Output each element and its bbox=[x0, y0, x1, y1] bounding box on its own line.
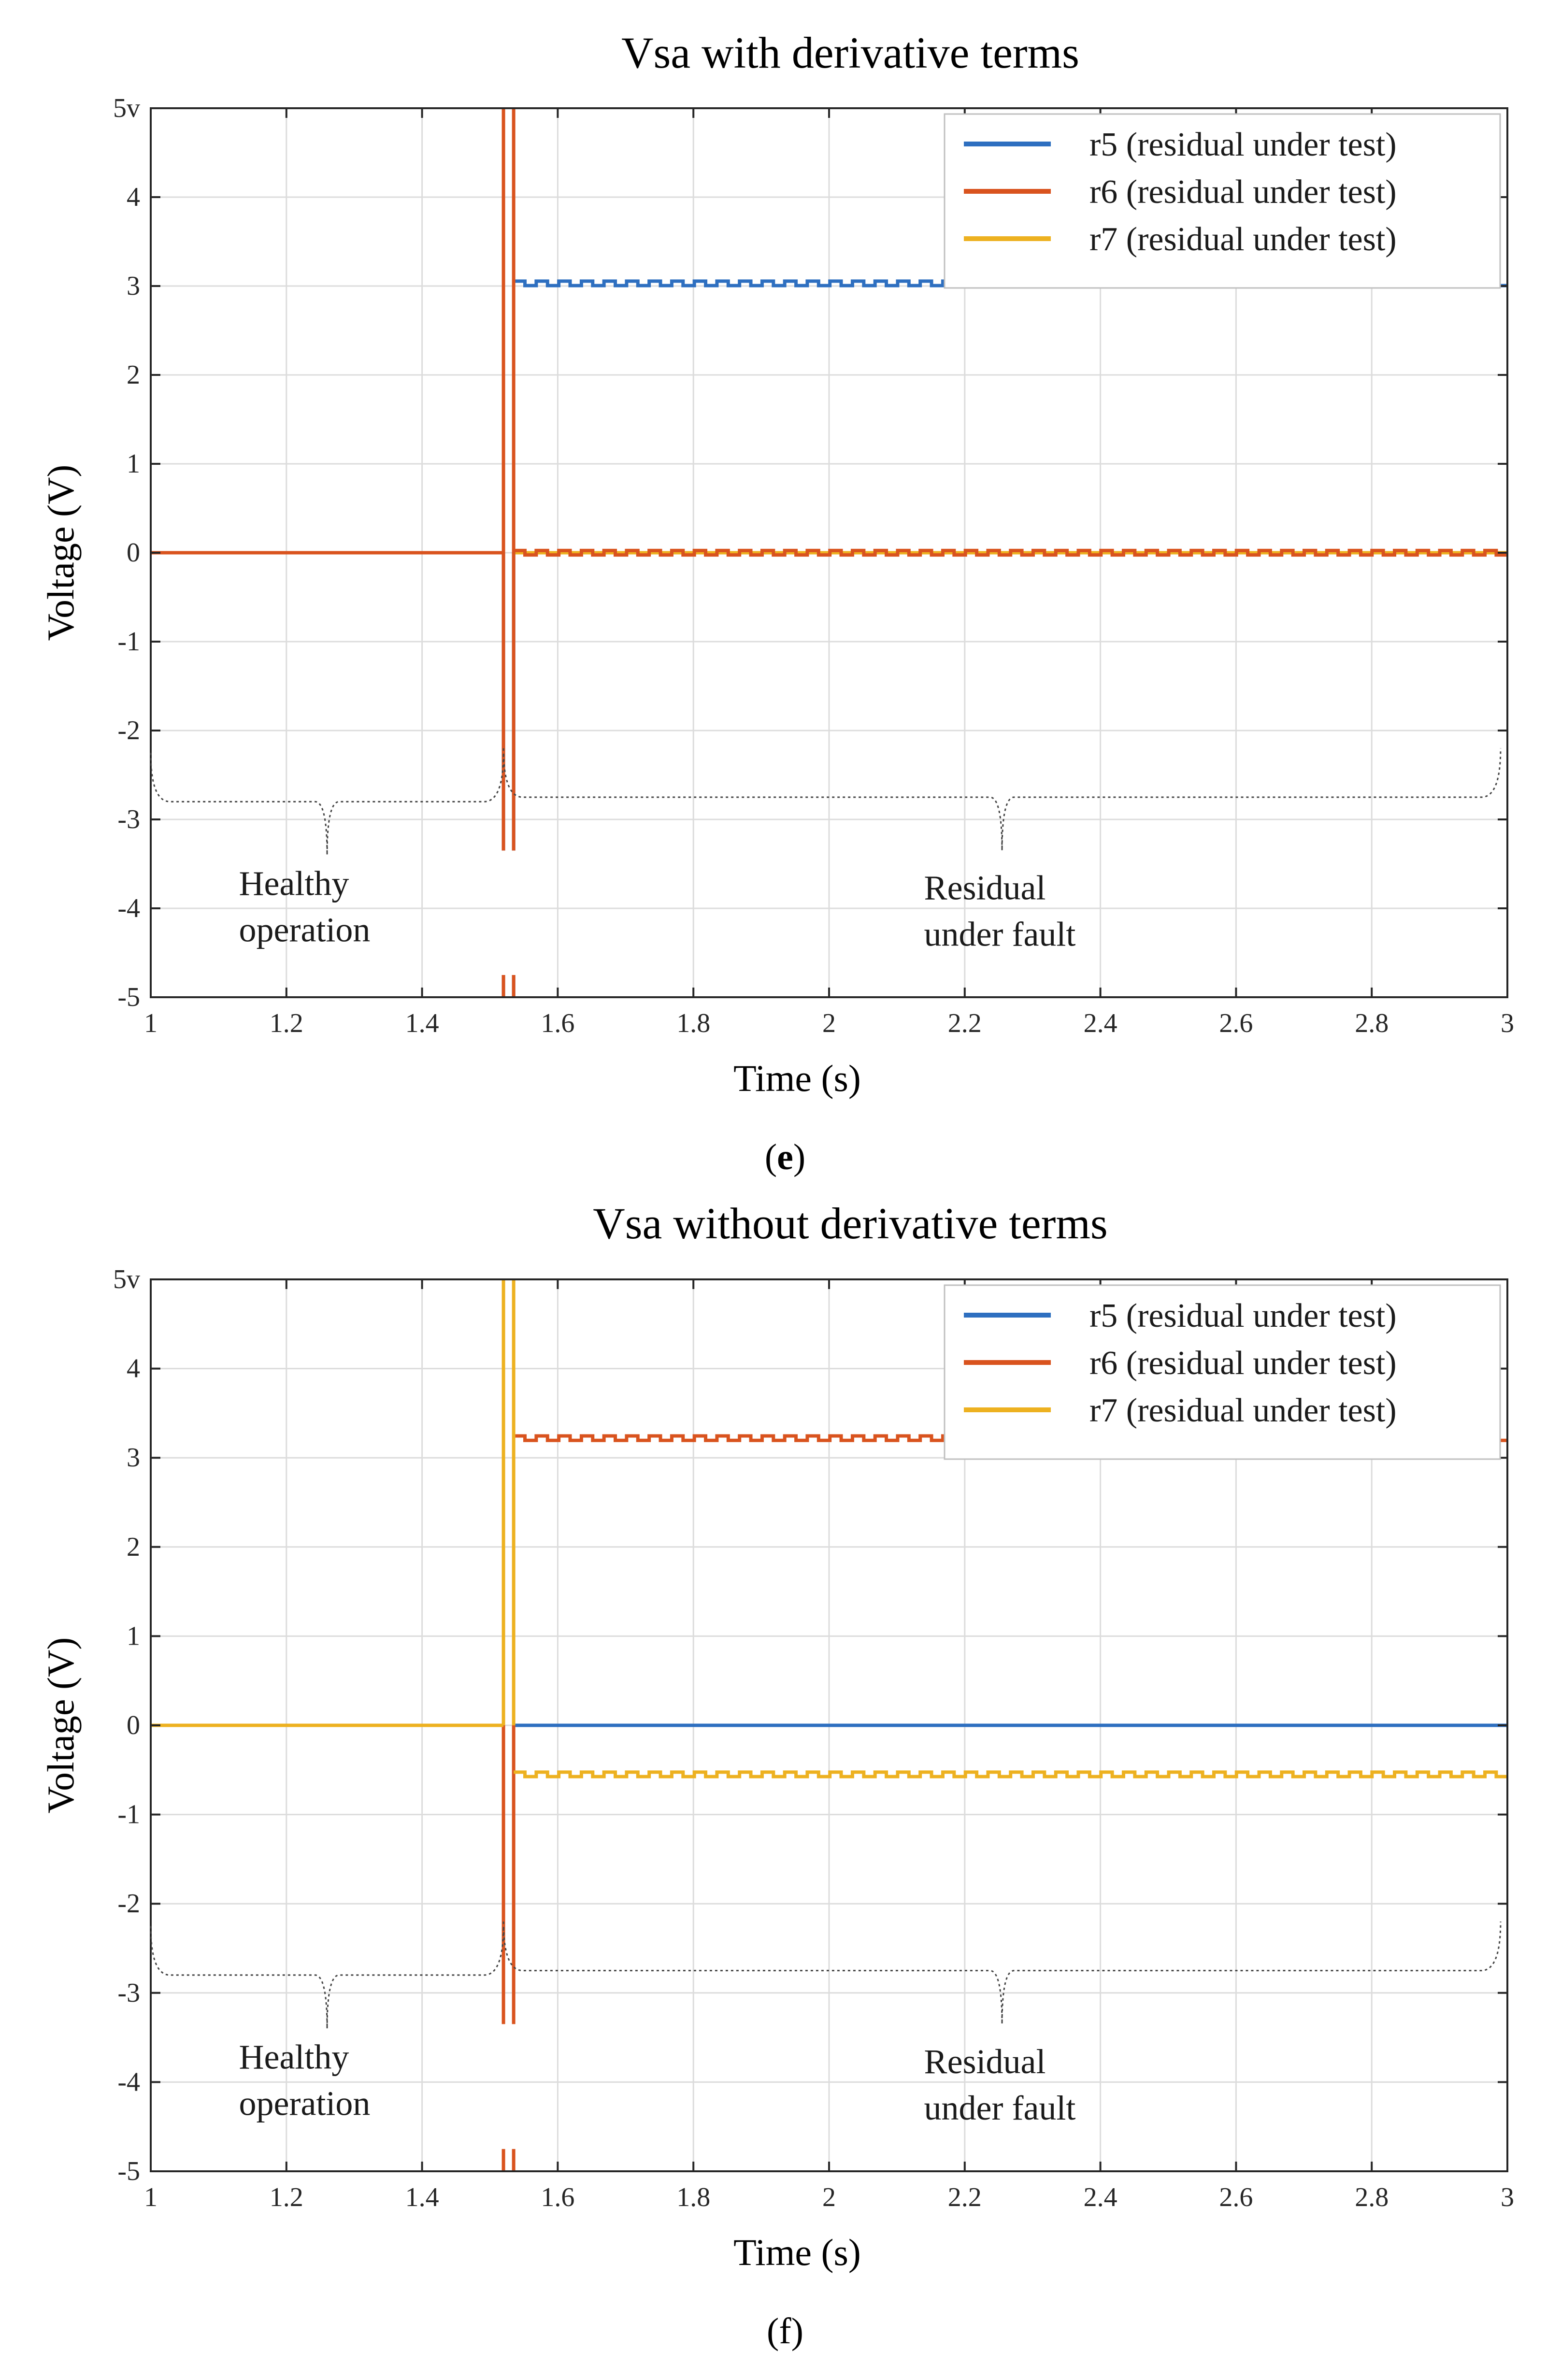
y-tick-label: 0 bbox=[127, 538, 140, 568]
x-tick-label: 2.8 bbox=[1355, 1008, 1389, 1038]
y-tick-label: -5 bbox=[117, 2156, 140, 2186]
legend-label-r6: r6 (residual under test) bbox=[1089, 1345, 1397, 1382]
panel-f: Vsa without derivative terms 1 1.2 1.4 1.6 1… bbox=[40, 1199, 1514, 2351]
panel-label: (f) bbox=[767, 2311, 803, 2351]
annotation-line: operation bbox=[239, 910, 371, 949]
x-tick-label: 2.8 bbox=[1355, 2182, 1389, 2212]
x-tick-label: 1.6 bbox=[541, 2182, 574, 2212]
legend-label-r5: r5 (residual under test) bbox=[1089, 126, 1397, 163]
y-tick-label: 3 bbox=[127, 1443, 140, 1473]
chart-title: Vsa without derivative terms bbox=[593, 1199, 1107, 1248]
legend-label-r6: r6 (residual under test) bbox=[1089, 173, 1397, 211]
x-axis-ticks: 1 1.2 1.4 1.6 1.8 2 2.2 2.4 2.6 2.8 3 bbox=[144, 108, 1514, 1038]
annotation-line: Healthy bbox=[239, 2038, 349, 2077]
r7-post-fault-line bbox=[514, 1770, 1507, 1778]
y-tick-label: -1 bbox=[117, 627, 140, 657]
legend-label-r5: r5 (residual under test) bbox=[1089, 1297, 1397, 1334]
x-tick-label: 2 bbox=[822, 2182, 836, 2212]
panel-label: (e) bbox=[765, 1137, 805, 1177]
chart-title: Vsa with derivative terms bbox=[621, 28, 1079, 77]
y-tick-label: 2 bbox=[127, 1532, 140, 1562]
bracket bbox=[502, 748, 1502, 851]
y-tick-label: -3 bbox=[117, 1978, 140, 2008]
x-tick-label: 2.2 bbox=[948, 1008, 982, 1038]
y-axis-label: Voltage (V) bbox=[40, 465, 82, 641]
y-tick-label: 5v bbox=[113, 1264, 140, 1294]
x-tick-label: 2.6 bbox=[1219, 1008, 1253, 1038]
y-tick-label: -2 bbox=[117, 716, 140, 746]
y-tick-label: 0 bbox=[127, 1710, 140, 1740]
legend: r5 (residual under test) r6 (residual und… bbox=[944, 1284, 1501, 1460]
annotation-line: Residual bbox=[924, 869, 1046, 907]
x-tick-label: 3 bbox=[1501, 2182, 1514, 2212]
y-tick-label: -4 bbox=[117, 2067, 140, 2097]
x-tick-label: 1.2 bbox=[270, 2182, 303, 2212]
y-axis-label: Voltage (V) bbox=[40, 1637, 82, 1814]
y-tick-label: -2 bbox=[117, 1889, 140, 1919]
annotations: Healthy operation Residual under fault bbox=[150, 748, 1502, 954]
y-tick-label: 2 bbox=[127, 360, 140, 390]
x-tick-label: 2.4 bbox=[1084, 2182, 1117, 2212]
annotation-text: Healthy operation bbox=[239, 864, 371, 949]
annotation-text: Residual under fault bbox=[924, 2042, 1076, 2127]
legend-label-r7: r7 (residual under test) bbox=[1089, 1392, 1397, 1429]
r6-post-fault-line bbox=[514, 548, 1507, 557]
x-tick-label: 2 bbox=[822, 1008, 836, 1038]
x-tick-label: 1.6 bbox=[541, 1008, 574, 1038]
annotation-line: operation bbox=[239, 2084, 371, 2123]
legend-label-r7: r7 (residual under test) bbox=[1089, 221, 1397, 258]
y-axis-ticks: 5v 4 3 2 1 0 -1 -2 -3 -4 -5 bbox=[113, 1264, 1507, 2186]
annotations: Healthy operation Residual under fault bbox=[150, 1921, 1502, 2127]
annotation-text: Residual under fault bbox=[924, 869, 1076, 954]
y-tick-label: -4 bbox=[117, 893, 140, 923]
y-tick-label: 5v bbox=[113, 93, 140, 123]
annotation-line: Residual bbox=[924, 2042, 1046, 2081]
x-axis-label: Time (s) bbox=[733, 1057, 861, 1099]
y-tick-label: 3 bbox=[127, 271, 140, 301]
y-tick-label: -3 bbox=[117, 804, 140, 834]
y-tick-label: 1 bbox=[127, 449, 140, 479]
legend: r5 (residual under test) r6 (residual und… bbox=[944, 113, 1501, 289]
panel-e: Vsa with derivative terms 1 1.2 1.4 1.6 1.8 2… bbox=[40, 28, 1514, 1177]
x-tick-label: 1.4 bbox=[405, 2182, 439, 2212]
bracket bbox=[502, 1921, 1502, 2024]
y-axis-ticks: 5v 4 3 2 1 0 -1 -2 -3 -4 -5 bbox=[113, 93, 1507, 1012]
x-tick-label: 1 bbox=[144, 2182, 158, 2212]
x-tick-label: 2.2 bbox=[948, 2182, 982, 2212]
x-tick-label: 1.8 bbox=[676, 1008, 710, 1038]
x-axis-label: Time (s) bbox=[733, 2231, 861, 2273]
y-tick-label: -5 bbox=[117, 982, 140, 1012]
y-tick-label: -1 bbox=[117, 1800, 140, 1830]
x-tick-label: 1.8 bbox=[676, 2182, 710, 2212]
x-tick-label: 1.4 bbox=[405, 1008, 439, 1038]
annotation-line: under fault bbox=[924, 915, 1076, 954]
y-tick-label: 1 bbox=[127, 1621, 140, 1651]
annotation-text: Healthy operation bbox=[239, 2038, 371, 2123]
x-tick-label: 1 bbox=[144, 1008, 158, 1038]
x-axis-ticks: 1 1.2 1.4 1.6 1.8 2 2.2 2.4 2.6 2.8 3 bbox=[144, 1279, 1514, 2212]
y-tick-label: 4 bbox=[127, 182, 140, 212]
y-tick-label: 4 bbox=[127, 1354, 140, 1384]
annotation-line: under fault bbox=[924, 2089, 1076, 2127]
x-tick-label: 1.2 bbox=[270, 1008, 303, 1038]
annotation-line: Healthy bbox=[239, 864, 349, 903]
x-tick-label: 3 bbox=[1501, 1008, 1514, 1038]
x-tick-label: 2.6 bbox=[1219, 2182, 1253, 2212]
x-tick-label: 2.4 bbox=[1084, 1008, 1117, 1038]
